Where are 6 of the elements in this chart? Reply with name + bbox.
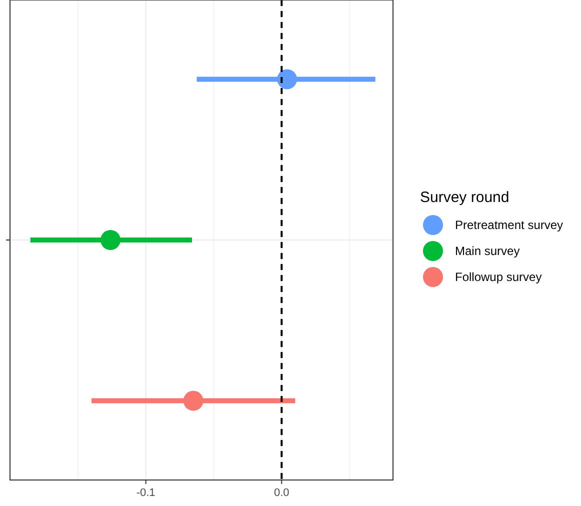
x-tick-label: 0.0 [274, 487, 290, 499]
legend-label: Followup survey [455, 270, 542, 284]
legend-label: Pretreatment survey [455, 218, 564, 232]
legend-title: Survey round [420, 189, 510, 206]
x-tick-label: -0.1 [136, 487, 156, 499]
legend-label: Main survey [455, 244, 520, 258]
